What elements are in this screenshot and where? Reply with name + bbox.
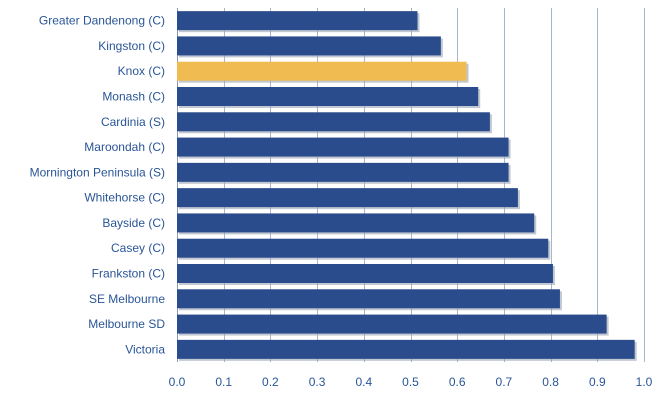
category-label: Frankston (C) <box>92 267 165 281</box>
x-tick-label: 0.9 <box>589 375 606 389</box>
bar <box>177 213 535 233</box>
category-label: Greater Dandenong (C) <box>39 14 165 28</box>
bar <box>177 162 509 182</box>
x-tick-label: 0.0 <box>169 375 186 389</box>
x-tick-label: 0.4 <box>355 375 372 389</box>
category-label: SE Melbourne <box>89 292 165 306</box>
x-tick-label: 0.8 <box>542 375 559 389</box>
category-label: Monash (C) <box>102 90 165 104</box>
bar <box>177 188 518 208</box>
bar <box>177 112 490 132</box>
category-label: Cardinia (S) <box>101 115 165 129</box>
category-label: Melbourne SD <box>88 317 165 331</box>
bar <box>177 11 418 31</box>
x-tick-label: 0.3 <box>309 375 326 389</box>
category-label: Bayside (C) <box>102 216 165 230</box>
category-labels: Greater Dandenong (C) Kingston (C) Knox (C… <box>30 14 166 357</box>
x-axis: 0.0 0.1 0.2 0.3 0.4 0.5 0.6 0.7 0.8 0.9 1.0 <box>169 375 653 389</box>
category-label: Casey (C) <box>111 241 165 255</box>
x-tick-label: 0.7 <box>496 375 513 389</box>
bar <box>177 264 553 283</box>
x-tick-label: 0.2 <box>262 375 279 389</box>
bars <box>177 11 637 361</box>
bar <box>177 36 441 56</box>
category-label: Kingston (C) <box>98 39 165 53</box>
x-tick-label: 1.0 <box>636 375 653 389</box>
category-label: Victoria <box>125 342 165 356</box>
x-tick-label: 0.1 <box>215 375 232 389</box>
bar <box>177 87 479 106</box>
bar <box>177 61 467 81</box>
bar <box>177 137 509 157</box>
bar <box>177 339 635 359</box>
category-label: Maroondah (C) <box>84 140 165 154</box>
category-label: Mornington Peninsula (S) <box>30 165 165 179</box>
x-tick-label: 0.6 <box>449 375 466 389</box>
bar <box>177 238 549 258</box>
bar <box>177 289 560 309</box>
category-label: Knox (C) <box>118 64 165 78</box>
category-label: Whitehorse (C) <box>84 191 165 205</box>
x-tick-label: 0.5 <box>402 375 419 389</box>
bar <box>177 314 607 334</box>
